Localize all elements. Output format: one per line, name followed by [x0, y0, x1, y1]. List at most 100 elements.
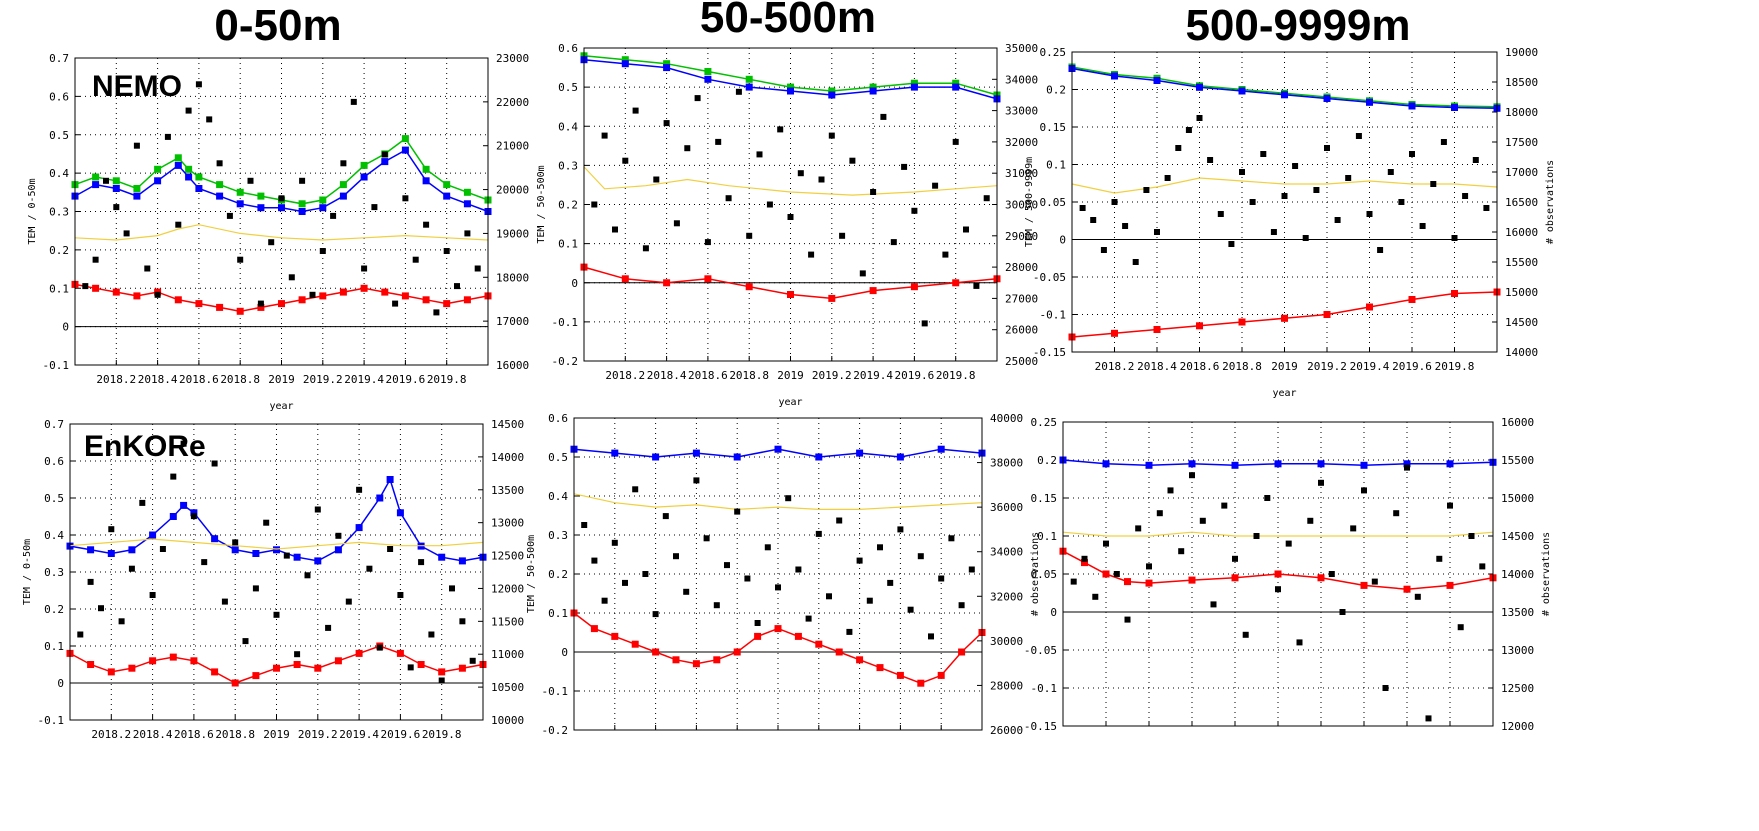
- data-point-blue: [180, 501, 188, 509]
- y-axis-label: TEM / 500-9999m: [1024, 157, 1035, 247]
- data-point-black: [632, 486, 639, 493]
- x-tick-label: 2019.8: [936, 369, 976, 382]
- series-black: [591, 88, 990, 327]
- data-point-red: [339, 288, 347, 296]
- y2-tick-label: 15000: [1501, 492, 1534, 505]
- data-point-blue: [815, 453, 823, 461]
- y-tick-label: 0.25: [1031, 416, 1058, 429]
- y-tick-label: 0.5: [44, 492, 64, 505]
- y2-tick-label: 14500: [1505, 316, 1538, 329]
- chart-panel-3: -0.15 -0.1 -0.05 0 0.05 0.1 0.15 0.2 0.25 14000 14…: [1024, 46, 1556, 399]
- data-point-black: [1377, 247, 1384, 253]
- data-point-black: [175, 221, 182, 228]
- data-point-black: [826, 593, 832, 600]
- data-point-red: [910, 283, 918, 291]
- data-point-black: [1425, 715, 1432, 722]
- data-point-black: [1345, 175, 1352, 181]
- y2-tick-label: 36000: [990, 501, 1023, 514]
- data-point-blue: [314, 557, 322, 565]
- data-point-black: [581, 522, 588, 528]
- y-tick-label: -0.15: [1033, 346, 1066, 359]
- y-tick-label: 0.4: [548, 490, 568, 503]
- data-point-black: [299, 177, 306, 184]
- data-point-black: [968, 566, 975, 573]
- data-point-green: [319, 196, 327, 204]
- y2-tick-label: 23000: [496, 52, 529, 65]
- x-tick-label: 2019.2: [303, 373, 343, 386]
- data-point-red: [1081, 559, 1088, 567]
- data-point-black: [958, 602, 965, 609]
- data-point-black: [1164, 175, 1171, 181]
- data-point-black: [268, 239, 275, 246]
- y2-tick-label: 13000: [1501, 644, 1534, 657]
- data-point-blue: [828, 91, 836, 99]
- data-point-blue: [1274, 460, 1282, 468]
- data-point-green: [195, 173, 203, 181]
- data-point-blue: [1111, 72, 1118, 80]
- data-point-black: [87, 578, 94, 585]
- data-point-red: [112, 288, 120, 296]
- data-point-black: [1239, 169, 1245, 175]
- y2-tick-label: 18500: [1505, 76, 1538, 89]
- y-tick-label: 0.1: [44, 640, 64, 653]
- data-point-black: [901, 163, 908, 170]
- data-point-blue: [1188, 460, 1196, 468]
- x-axis-label: year: [269, 401, 293, 412]
- data-point-black: [642, 571, 649, 577]
- data-point-black: [1111, 199, 1118, 205]
- data-point-blue: [169, 513, 177, 520]
- data-point-red: [195, 300, 203, 308]
- data-point-black: [808, 251, 815, 258]
- data-point-black: [983, 195, 990, 202]
- data-point-black: [715, 138, 722, 145]
- data-point-red: [443, 300, 451, 308]
- plot-frame: [573, 417, 983, 731]
- data-point-blue: [107, 550, 115, 557]
- data-point-blue: [745, 83, 753, 91]
- data-point-black: [591, 201, 598, 208]
- data-point-blue: [185, 173, 193, 181]
- y2-tick-label: 10000: [491, 714, 524, 727]
- data-point-black: [1398, 199, 1405, 205]
- data-point-blue: [154, 177, 162, 185]
- plot-frame: [583, 47, 998, 362]
- data-point-black: [797, 170, 804, 177]
- data-point-blue: [190, 509, 198, 517]
- series-red: [580, 263, 1001, 302]
- data-point-green: [154, 165, 162, 173]
- series-yellow: [74, 224, 489, 241]
- x-tick-label: 2019.4: [853, 369, 893, 382]
- y2-tick-label: 19000: [496, 227, 529, 240]
- x-tick-label: 2018.2: [1095, 360, 1135, 373]
- data-point-red: [937, 671, 945, 679]
- x-tick-label: 2019.2: [812, 369, 852, 382]
- data-point-red: [958, 648, 966, 656]
- data-point-blue: [252, 550, 260, 557]
- data-point-black: [237, 256, 244, 263]
- data-point-black: [932, 182, 939, 189]
- data-point-black: [144, 265, 151, 272]
- plot-frame: [1062, 421, 1494, 727]
- data-point-red: [733, 648, 741, 656]
- data-point-black: [314, 506, 321, 513]
- data-point-red: [273, 664, 280, 672]
- y-axis-label: TEM / 50-500m: [526, 535, 537, 613]
- x-tick-label: 2019: [263, 728, 290, 741]
- data-point-red: [1196, 322, 1203, 330]
- data-point-blue: [339, 192, 347, 200]
- y2-tick-label: 15500: [1501, 454, 1534, 467]
- data-point-red: [704, 275, 712, 283]
- data-point-black: [1302, 235, 1309, 241]
- x-tick-label: 2018.4: [133, 728, 173, 741]
- data-point-black: [1419, 223, 1426, 229]
- data-point-red: [815, 640, 823, 648]
- y-tick-label: 0.3: [558, 159, 578, 172]
- data-point-black: [1366, 211, 1373, 217]
- data-point-red: [1153, 326, 1161, 333]
- x-tick-label: 2019.6: [381, 728, 421, 741]
- y-tick-label: 0.2: [1046, 84, 1066, 97]
- data-point-black: [1436, 555, 1443, 562]
- y-tick-label: -0.1: [43, 359, 70, 372]
- data-point-black: [1350, 525, 1357, 532]
- series-black: [1079, 115, 1490, 265]
